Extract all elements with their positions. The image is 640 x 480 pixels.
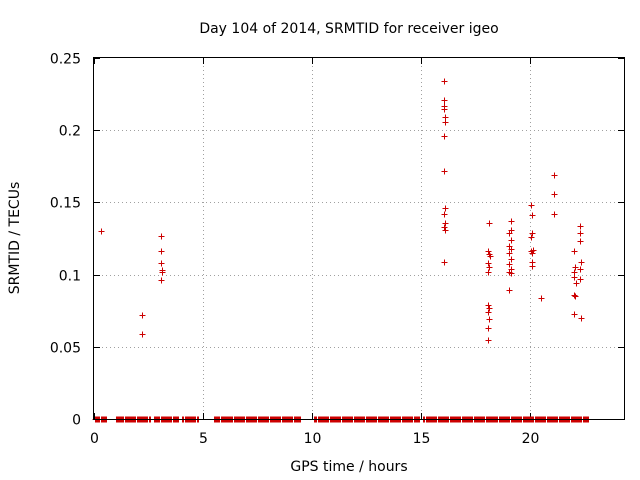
data-point — [571, 248, 578, 255]
data-point — [551, 211, 558, 218]
data-point — [577, 230, 584, 237]
data-point — [485, 248, 492, 255]
data-point — [508, 256, 515, 263]
axis-ticks — [94, 58, 624, 420]
data-point — [441, 211, 448, 218]
y-tick-label: 0.15 — [50, 196, 81, 212]
data-point — [508, 218, 515, 225]
data-point — [506, 261, 513, 268]
data-point — [572, 293, 579, 300]
data-point — [486, 220, 493, 227]
data-point — [506, 250, 513, 257]
data-point — [529, 212, 536, 219]
data-point — [485, 302, 492, 309]
y-tick-label: 0.25 — [50, 52, 81, 68]
data-point — [139, 312, 146, 319]
data-point — [441, 133, 448, 140]
data-point — [485, 325, 492, 332]
data-point — [441, 106, 448, 113]
data-point — [486, 264, 493, 271]
data-point — [577, 238, 584, 245]
data-point — [485, 269, 492, 276]
data-point — [508, 237, 515, 244]
data-point — [571, 292, 578, 299]
x-tick-label: 10 — [304, 431, 322, 447]
data-point — [158, 248, 165, 255]
data-point — [508, 246, 515, 253]
x-tick-label: 20 — [522, 431, 540, 447]
data-point — [487, 253, 494, 260]
data-point — [577, 276, 584, 283]
data-point — [485, 309, 492, 316]
data-point — [159, 269, 166, 276]
data-point — [506, 287, 513, 294]
data-point — [442, 119, 449, 126]
chart-title: Day 104 of 2014, SRMTID for receiver ige… — [199, 21, 498, 37]
data-point — [573, 280, 580, 287]
data-point — [578, 259, 585, 266]
data-point — [486, 305, 493, 312]
data-point — [441, 259, 448, 266]
data-point — [442, 220, 449, 227]
x-axis-label: GPS time / hours — [290, 459, 407, 475]
data-point — [442, 227, 449, 234]
data-point — [441, 168, 448, 175]
data-point — [529, 250, 536, 257]
data-point — [529, 263, 536, 270]
data-point — [571, 311, 578, 318]
data-point — [506, 230, 513, 237]
y-axis-label: SRMTID / TECUs — [7, 182, 23, 295]
data-point — [572, 264, 579, 271]
data-point — [551, 172, 558, 179]
data-point — [486, 316, 493, 323]
data-point — [441, 224, 448, 231]
grid-lines — [94, 58, 624, 419]
data-point — [98, 228, 105, 235]
data-point — [577, 266, 584, 273]
y-tick-label: 0.05 — [50, 341, 81, 357]
data-point — [551, 191, 558, 198]
data-point — [528, 234, 535, 241]
y-tick-label: 0.1 — [59, 269, 81, 285]
data-point — [485, 337, 492, 344]
data-point — [538, 295, 545, 302]
x-tick-label: 5 — [199, 431, 208, 447]
data-point — [508, 270, 515, 277]
data-point — [485, 260, 492, 267]
data-point — [529, 230, 536, 237]
data-point — [442, 205, 449, 212]
data-point — [158, 277, 165, 284]
data-point — [139, 331, 146, 338]
tick-labels: 0 0.05 0.1 0.15 0.2 0.25 0 5 10 15 20 — [50, 52, 540, 448]
data-point — [578, 315, 585, 322]
y-tick-label: 0 — [72, 413, 81, 429]
x-tick-label: 15 — [413, 431, 431, 447]
x-tick-label: 0 — [90, 431, 99, 447]
data-point — [441, 97, 448, 104]
data-point — [577, 223, 584, 230]
data-point — [528, 202, 535, 209]
y-tick-label: 0.2 — [59, 124, 81, 140]
data-point — [158, 260, 165, 267]
data-point — [571, 274, 578, 281]
data-point — [441, 78, 448, 85]
data-point — [158, 233, 165, 240]
plot-frame — [93, 57, 625, 420]
